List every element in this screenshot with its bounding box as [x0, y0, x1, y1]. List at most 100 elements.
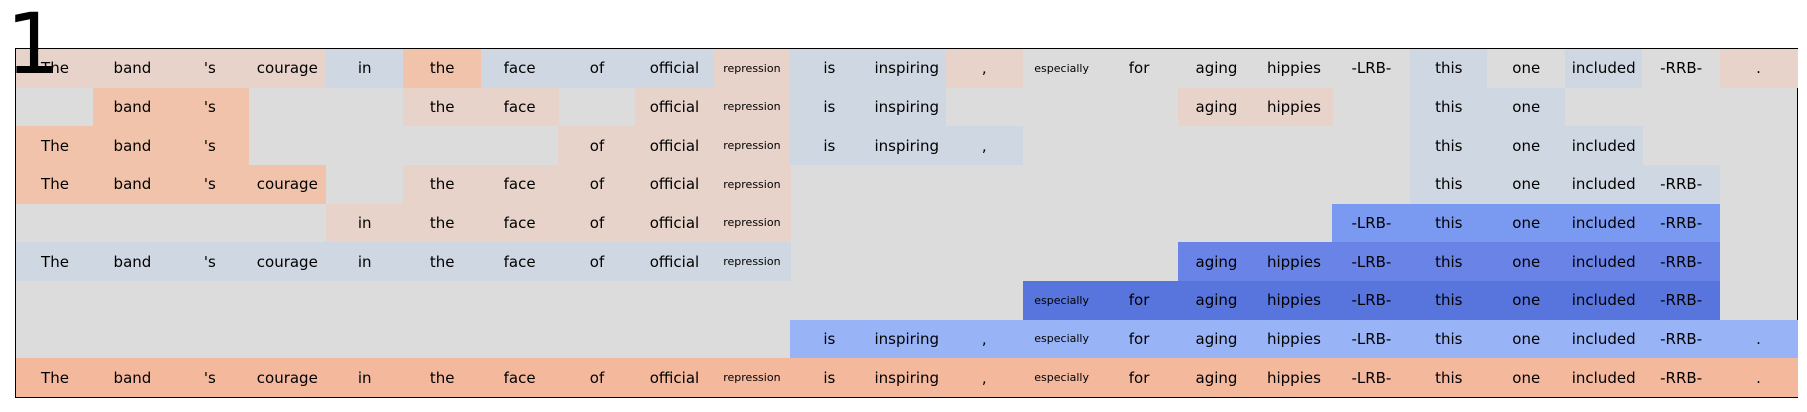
token-cell: official — [635, 358, 714, 397]
token-cell: this — [1409, 49, 1488, 88]
token-cell: inspiring — [867, 126, 946, 165]
grid-row: in the face of official repression -LRB-this on… — [16, 203, 1797, 243]
token-cell: official — [635, 87, 714, 127]
token-cell: . — [1719, 49, 1798, 88]
token-cell: one — [1487, 358, 1566, 397]
token-cell: -RRB- — [1642, 242, 1721, 281]
token-relevance-grid: The band's courage in the face of official repre… — [15, 48, 1798, 398]
grid-row: band's the face official repression is inspiri… — [16, 87, 1797, 127]
token-cell: hippies — [1254, 87, 1333, 127]
token-cell: courage — [248, 165, 327, 204]
token-cell: included — [1564, 281, 1643, 320]
token-cell: one — [1487, 203, 1566, 243]
token-cell: for — [1100, 319, 1179, 359]
token-cell: is — [790, 87, 869, 127]
token-cell: face — [480, 165, 559, 204]
token-cell: -RRB- — [1642, 165, 1721, 204]
token-cell: of — [558, 165, 637, 204]
token-cell: -RRB- — [1642, 281, 1721, 320]
token-cell: -LRB- — [1332, 281, 1411, 320]
token-cell: one — [1487, 165, 1566, 204]
token-cell: repression — [712, 87, 791, 127]
token-cell: hippies — [1254, 49, 1333, 88]
token-cell: band — [93, 242, 172, 281]
token-cell: the — [403, 242, 482, 281]
grid-row: The band's courage in the face of official repre… — [16, 242, 1797, 281]
token-cell: aging — [1177, 319, 1256, 359]
token-cell: , — [945, 49, 1024, 88]
token-cell: included — [1564, 358, 1643, 397]
token-cell: The — [16, 126, 94, 165]
token-cell: this — [1409, 203, 1488, 243]
token-cell: 's — [170, 49, 249, 88]
grid-row: The band's courage in the face of official repre… — [16, 49, 1798, 88]
token-cell: is — [790, 126, 869, 165]
token-cell: the — [403, 87, 482, 127]
token-cell: -LRB- — [1332, 319, 1411, 359]
token-cell: repression — [712, 49, 791, 88]
token-cell: The — [16, 49, 94, 88]
token-cell: . — [1719, 319, 1798, 359]
token-cell: official — [635, 203, 714, 243]
token-cell: The — [16, 358, 94, 397]
token-cell: -LRB- — [1332, 49, 1411, 88]
token-cell: inspiring — [867, 358, 946, 397]
token-cell: band — [93, 358, 172, 397]
token-cell: The — [16, 242, 94, 281]
token-cell: repression — [712, 242, 791, 281]
token-cell: this — [1409, 281, 1488, 320]
token-cell: , — [945, 319, 1024, 359]
token-cell: of — [558, 242, 637, 281]
token-cell: especially — [1022, 319, 1101, 359]
token-cell: -LRB- — [1332, 358, 1411, 397]
token-cell: in — [325, 358, 404, 397]
grid-row: is inspiring, especially for aging hippies -LR… — [16, 319, 1798, 359]
token-cell: face — [480, 49, 559, 88]
token-cell: aging — [1177, 358, 1256, 397]
token-cell: especially — [1022, 358, 1101, 397]
token-cell: for — [1100, 281, 1179, 320]
token-cell: one — [1487, 87, 1566, 127]
token-cell: of — [558, 203, 637, 243]
token-cell: hippies — [1254, 319, 1333, 359]
token-cell: included — [1564, 126, 1643, 165]
token-cell: inspiring — [867, 87, 946, 127]
token-cell: repression — [712, 126, 791, 165]
token-cell: one — [1487, 49, 1566, 88]
token-cell: band — [93, 87, 172, 127]
token-cell: , — [945, 126, 1024, 165]
token-cell: 's — [170, 358, 249, 397]
token-cell: aging — [1177, 281, 1256, 320]
token-cell: -RRB- — [1642, 203, 1721, 243]
token-cell: The — [16, 165, 94, 204]
token-cell: is — [790, 319, 869, 359]
token-cell: hippies — [1254, 281, 1333, 320]
token-cell: inspiring — [867, 49, 946, 88]
token-cell: the — [403, 203, 482, 243]
grid-row: The band's of official repression is inspiring… — [16, 126, 1797, 165]
token-cell: in — [325, 242, 404, 281]
token-cell: is — [790, 49, 869, 88]
token-cell: this — [1409, 319, 1488, 359]
token-cell: for — [1100, 49, 1179, 88]
token-cell: face — [480, 87, 559, 127]
token-cell: included — [1564, 203, 1643, 243]
token-cell: -RRB- — [1642, 358, 1721, 397]
token-cell: repression — [712, 358, 791, 397]
token-cell: band — [93, 126, 172, 165]
token-cell: one — [1487, 319, 1566, 359]
token-cell: this — [1409, 126, 1488, 165]
token-cell: -RRB- — [1642, 319, 1721, 359]
token-cell: face — [480, 358, 559, 397]
token-cell: repression — [712, 165, 791, 204]
token-cell: courage — [248, 49, 327, 88]
grid-row: especially for aging hippies -LRB-this one inc… — [16, 281, 1797, 320]
token-cell: 's — [170, 165, 249, 204]
token-cell: inspiring — [867, 319, 946, 359]
token-cell: official — [635, 165, 714, 204]
token-cell: this — [1409, 358, 1488, 397]
token-cell: face — [480, 203, 559, 243]
token-cell: this — [1409, 87, 1488, 127]
token-cell: of — [558, 49, 637, 88]
token-cell: courage — [248, 242, 327, 281]
